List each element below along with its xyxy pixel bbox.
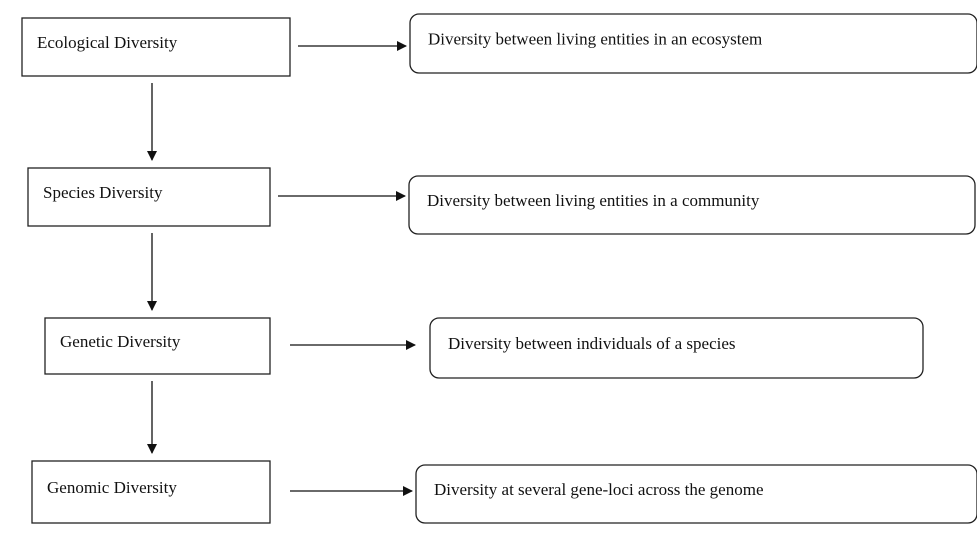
level-box [27, 167, 271, 227]
description-box [408, 175, 976, 235]
level-label: Genetic Diversity [60, 332, 181, 351]
level-label: Ecological Diversity [37, 33, 178, 52]
description-text: Diversity between living entities in a c… [427, 191, 760, 210]
level-label: Species Diversity [43, 183, 163, 202]
level-box [31, 460, 271, 524]
description-box [415, 464, 977, 524]
description-text: Diversity between living entities in an … [428, 29, 762, 48]
flow: Ecological Diversity Diversity between li… [21, 13, 977, 524]
level-box [44, 317, 271, 375]
description-box [429, 317, 924, 379]
level-box [21, 17, 291, 77]
level-label: Genomic Diversity [47, 478, 177, 497]
description-box [409, 13, 977, 74]
description-text: Diversity at several gene-loci across th… [434, 480, 763, 499]
description-text: Diversity between individuals of a speci… [448, 334, 736, 353]
